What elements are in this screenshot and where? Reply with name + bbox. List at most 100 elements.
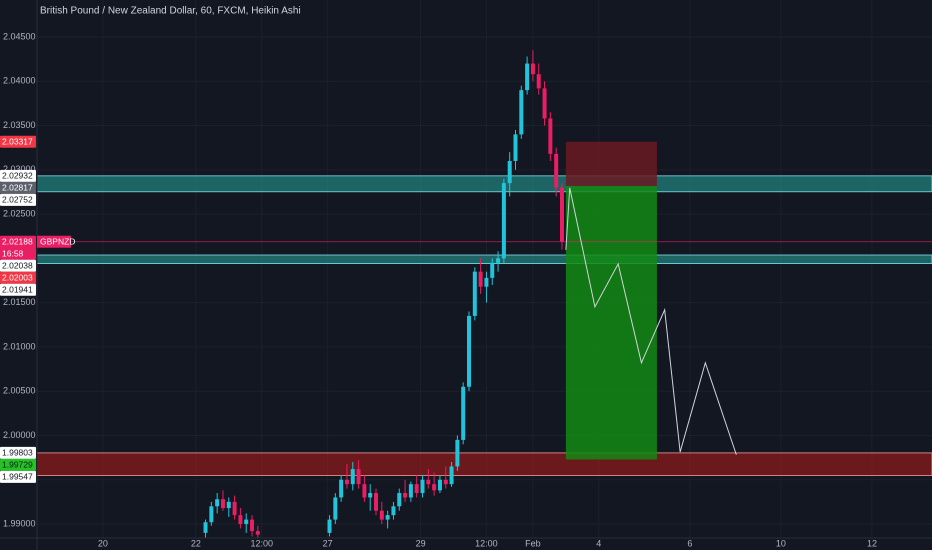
price-tag-label: 1.99547 [2,472,33,482]
y-tick-label: 2.03000 [3,164,36,174]
y-tick-label: 2.00000 [3,430,36,440]
x-tick-label: 12 [867,538,877,548]
x-tick-label: 12:00 [250,538,273,548]
candle-body [548,118,553,154]
y-tick-label: 1.99000 [3,518,36,528]
candle-body [437,479,442,491]
y-tick-label: 2.01500 [3,297,36,307]
candle-body [501,183,506,259]
price-tags: 2.03317 2.02932 2.02817 2.02752 2.02188 16:58… [0,135,75,483]
candle-body [519,90,524,135]
price-tag [0,259,36,272]
candle-body [559,187,564,242]
x-tick-label: 27 [323,538,333,548]
price-tag-label: 2.02752 [2,195,33,205]
candle-body [408,484,413,498]
candle-body [397,493,402,507]
candle-body [255,531,260,535]
candle-body [209,506,214,523]
zone [37,452,932,476]
price-tag-countdown: 16:58 [2,248,24,258]
plot-area [37,50,932,538]
candle-body [542,88,547,119]
y-tick-label: 2.02500 [3,208,36,218]
symbol-tag [37,235,71,248]
price-tag-label: 2.02817 [2,183,33,193]
candle-body [232,501,237,516]
candle-body [374,493,379,511]
candle-body [344,479,349,485]
y-tick-label: 2.04500 [3,31,36,41]
y-tick-label: 2.01000 [3,341,36,351]
candle-body [379,510,384,520]
candle-body [238,515,243,525]
projection-line [565,187,737,455]
chart-title: British Pound / New Zealand Dollar, 60, … [40,6,301,17]
price-tag [0,470,36,483]
candle-body [426,479,431,485]
price-tag-label: 1.99729 [2,460,33,470]
x-tick-label: 6 [687,538,692,548]
candle-body [333,497,338,520]
x-tick-label: 10 [776,538,786,548]
symbol-tag-label: GBPNZD [40,236,75,246]
price-tag-label: 2.02932 [2,171,33,181]
candle-body [385,515,390,520]
candle-body [530,63,535,75]
candle-body [536,74,541,89]
candle-body [327,519,332,533]
price-tag [0,235,36,260]
zone [37,175,932,193]
candle-body [461,386,466,440]
price-tag-label: 1.99803 [2,448,33,458]
price-tag-label: 2.01941 [2,284,33,294]
y-tick-label: 2.00500 [3,386,36,396]
candle-body [484,277,489,287]
price-tag [0,446,36,459]
candle-body [220,499,225,509]
stop-zone [565,141,657,187]
x-tick-label: 29 [416,538,426,548]
price-tag [0,193,36,206]
y-tick-label: 2.03500 [3,120,36,130]
candle-body [244,519,249,525]
y-tick-label: 2.04000 [3,76,36,86]
price-tag [0,169,36,182]
price-tag-label: 2.02038 [2,260,33,270]
candle-body [356,469,361,485]
candle-body [525,63,530,91]
target-zone [565,186,657,460]
candle-body [472,271,477,316]
candle-body [496,258,501,263]
candle-body [478,271,483,287]
candle-body [554,153,559,188]
price-tag-label: 2.02003 [2,272,33,282]
candle-body [490,262,495,278]
candle-body [250,519,255,532]
price-tag [0,283,36,296]
candle-body [362,484,367,498]
candle-body [203,522,208,533]
candle-body [443,479,448,485]
candle-body [449,466,454,485]
x-tick-label: 20 [98,538,108,548]
x-tick-label: 12:00 [475,538,498,548]
candle-body [368,493,373,498]
candle-body [455,439,460,467]
x-tick-label: Feb [525,538,541,548]
candle-body [391,506,396,516]
candle-body [432,484,437,491]
candle-body [339,479,344,498]
candle-body [507,160,512,184]
candle-body [414,484,419,494]
price-tag [0,181,36,194]
price-tag [0,271,36,284]
x-tick-label: 22 [191,538,201,548]
candle-body [226,501,231,509]
candle-body [403,493,408,498]
zone [37,254,932,264]
candle-body [350,469,355,485]
candle-body [420,479,425,494]
